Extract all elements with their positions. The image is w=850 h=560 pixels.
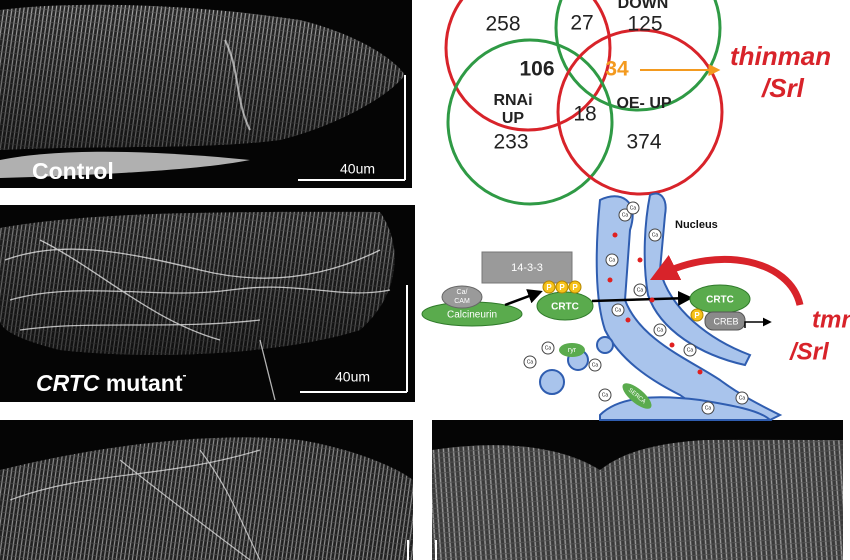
label: Nucleus [675,219,718,231]
dot [607,277,613,283]
count: 233 [493,131,528,154]
gene-name: thinman [730,41,831,71]
dot [649,297,655,303]
bottom-panels [0,420,843,560]
dot [625,317,631,323]
label: Ca [652,232,659,238]
cam [441,285,483,309]
calcium-ion [735,391,749,405]
dot [612,232,618,238]
box [481,251,573,284]
venn-diagram [444,0,724,206]
label-text: mutant [99,370,182,396]
label: Ca [622,212,629,218]
dot [669,342,675,348]
calcium-ion [588,358,602,372]
count: 34 [605,58,629,81]
panel-label: CRTC mutant- [36,368,187,396]
calcium-ion [541,341,555,355]
panel-label: Control [32,158,114,184]
venn-circle [444,0,612,132]
serca [622,383,652,409]
arrow [591,290,693,306]
creb [704,311,746,331]
count: 106 [519,58,554,81]
signaling-schematic: Nucleus 14-3-3 Calcineurin Ca/ CAM CRTC … [421,192,850,422]
set-label: OE- UP [616,95,671,112]
venn-circle [556,28,724,196]
label: Ca [615,307,622,313]
label: CAM [454,298,470,305]
calcium-ion [523,355,537,369]
calcium-ion [611,303,625,317]
venn-circle [446,38,614,206]
calcium-ion [648,228,662,242]
label: Ca [609,257,616,263]
calcium-ion [626,201,640,215]
label: ryr [568,347,577,354]
calcium-ion [605,253,619,267]
dot [697,369,703,375]
gene-name: CRTC [36,370,100,396]
feedback-arrow [649,254,804,306]
label: Ca [527,359,534,365]
superscript: - [183,368,187,382]
arrow [744,317,772,328]
label: P [694,311,700,320]
label: Ca [592,362,599,368]
count: 374 [626,131,661,154]
control-panel: 40um Control [0,0,412,188]
phosphate [568,280,582,294]
label: Ca [657,327,664,333]
set-label: UP [502,110,525,127]
scale-label: 40um [335,369,370,385]
calcium-ion [701,401,715,415]
label: Ca [687,347,694,353]
phosphate [555,280,569,294]
venn-circle [554,0,722,112]
venn-labels: DOWN 258 27 125 106 34 RNAi UP 18 OE- UP… [485,0,831,154]
scale-label: 40um [340,161,375,177]
dot [637,257,643,263]
label: P [546,283,552,292]
label: Calcineurin [447,310,497,321]
gene-alias: /Srl [761,73,805,103]
label: Ca [630,205,637,211]
label: Ca [739,395,746,401]
label: Ca/ [457,289,468,296]
phosphate [542,280,556,294]
mutant-panel: 40um CRTC mutant- [0,205,415,402]
calcium-ion [633,283,647,297]
set-label: DOWN [618,0,669,12]
count: 18 [573,103,596,126]
label: P [559,283,565,292]
label: P [572,283,578,292]
label: Ca [637,287,644,293]
ryr [559,343,585,357]
calcium-ion [683,343,697,357]
label: Ca [602,392,609,398]
calcium-ion [653,323,667,337]
set-label: RNAi [493,92,532,109]
label: CREB [713,316,738,326]
count: 27 [570,12,593,35]
phosphate [690,308,704,322]
count: 258 [485,13,520,36]
label: CRTC [551,302,579,313]
label: CRTC [706,295,734,306]
gene-name: tmn [812,306,850,333]
label: Ca [705,405,712,411]
label: Ca [545,345,552,351]
count: 125 [627,13,662,36]
label: 14-3-3 [511,262,543,274]
calcium-ion [598,388,612,402]
gene-alias: /Srl [789,338,830,365]
arrow [504,289,543,307]
